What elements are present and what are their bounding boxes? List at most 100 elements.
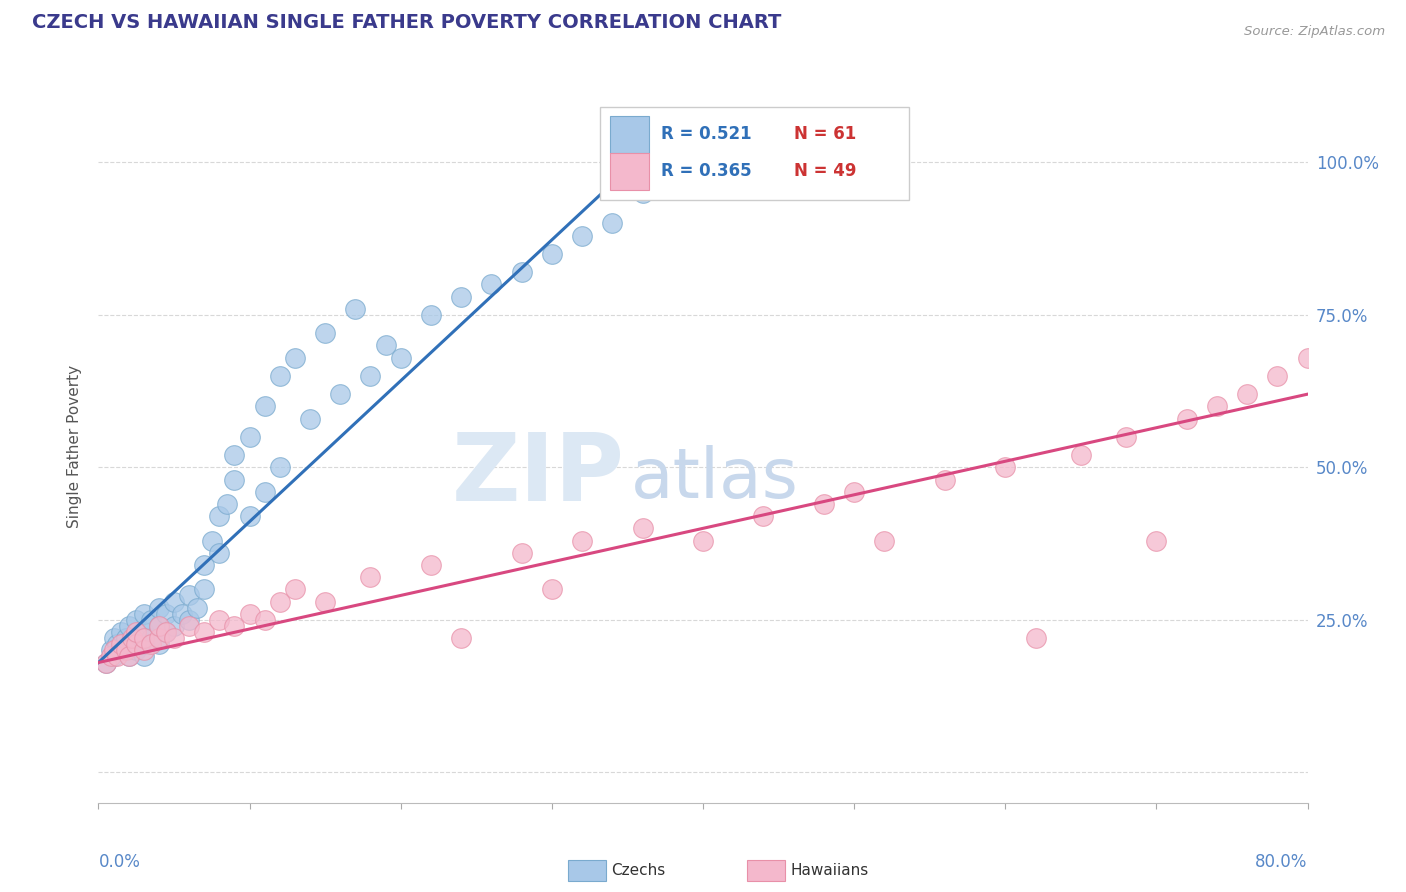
Text: 0.0%: 0.0% bbox=[98, 853, 141, 871]
Point bbox=[239, 607, 262, 621]
Point bbox=[148, 600, 170, 615]
Point bbox=[602, 216, 624, 230]
Point bbox=[132, 625, 155, 640]
Point bbox=[299, 411, 322, 425]
Point bbox=[284, 351, 307, 365]
Point bbox=[179, 619, 201, 633]
Point bbox=[125, 637, 148, 651]
FancyBboxPatch shape bbox=[610, 153, 648, 190]
Point bbox=[132, 607, 155, 621]
Point bbox=[114, 643, 136, 657]
Point bbox=[239, 509, 262, 524]
Point bbox=[224, 473, 246, 487]
Point bbox=[118, 637, 141, 651]
Point bbox=[571, 533, 593, 548]
Point bbox=[284, 582, 307, 597]
Text: Source: ZipAtlas.com: Source: ZipAtlas.com bbox=[1244, 25, 1385, 38]
Point bbox=[374, 338, 396, 352]
Point bbox=[420, 558, 443, 572]
Point bbox=[132, 649, 155, 664]
Point bbox=[201, 533, 224, 548]
Point bbox=[141, 637, 163, 651]
Point bbox=[1024, 631, 1046, 645]
Point bbox=[193, 558, 215, 572]
Point bbox=[215, 497, 238, 511]
Point bbox=[692, 533, 714, 548]
Point bbox=[450, 631, 472, 645]
Y-axis label: Single Father Poverty: Single Father Poverty bbox=[67, 365, 83, 527]
Point bbox=[510, 546, 533, 560]
Point bbox=[389, 351, 412, 365]
Point bbox=[934, 473, 956, 487]
Point bbox=[540, 582, 562, 597]
Point bbox=[420, 308, 443, 322]
Text: ZIP: ZIP bbox=[451, 428, 624, 521]
Text: N = 61: N = 61 bbox=[793, 125, 856, 143]
Point bbox=[179, 589, 201, 603]
FancyBboxPatch shape bbox=[610, 116, 648, 153]
Point bbox=[105, 649, 128, 664]
Point bbox=[631, 186, 654, 200]
FancyBboxPatch shape bbox=[600, 107, 908, 200]
Point bbox=[103, 649, 125, 664]
Point bbox=[253, 613, 276, 627]
Point bbox=[132, 637, 155, 651]
Point bbox=[125, 625, 148, 640]
Point bbox=[224, 448, 246, 462]
Point bbox=[510, 265, 533, 279]
Text: R = 0.365: R = 0.365 bbox=[661, 162, 751, 180]
Point bbox=[631, 521, 654, 535]
Point bbox=[148, 631, 170, 645]
Point bbox=[125, 613, 148, 627]
Point bbox=[118, 649, 141, 664]
Point bbox=[481, 277, 503, 292]
Point bbox=[141, 631, 163, 645]
Point bbox=[269, 460, 291, 475]
Text: atlas: atlas bbox=[630, 444, 799, 512]
Point bbox=[118, 619, 141, 633]
Point bbox=[752, 509, 775, 524]
Point bbox=[94, 656, 117, 670]
Point bbox=[1236, 387, 1258, 401]
Point bbox=[1206, 400, 1229, 414]
Point bbox=[193, 582, 215, 597]
Point bbox=[132, 631, 155, 645]
Point bbox=[314, 594, 336, 608]
Point bbox=[1175, 411, 1198, 425]
Point bbox=[360, 368, 382, 383]
Point bbox=[110, 643, 132, 657]
Point bbox=[314, 326, 336, 341]
Point bbox=[110, 637, 132, 651]
Point bbox=[1296, 351, 1319, 365]
Point bbox=[132, 643, 155, 657]
Point bbox=[170, 607, 193, 621]
Text: 80.0%: 80.0% bbox=[1256, 853, 1308, 871]
Point bbox=[114, 631, 136, 645]
Point bbox=[110, 625, 132, 640]
Point bbox=[103, 631, 125, 645]
Point bbox=[186, 600, 208, 615]
Point bbox=[269, 594, 291, 608]
Point bbox=[163, 594, 186, 608]
Point bbox=[844, 484, 866, 499]
Text: Hawaiians: Hawaiians bbox=[790, 863, 869, 878]
Point bbox=[813, 497, 835, 511]
Point bbox=[540, 247, 562, 261]
Text: N = 49: N = 49 bbox=[793, 162, 856, 180]
Point bbox=[360, 570, 382, 584]
Point bbox=[155, 625, 177, 640]
Point bbox=[208, 613, 231, 627]
Point bbox=[208, 546, 231, 560]
Point bbox=[1267, 368, 1289, 383]
Point bbox=[179, 613, 201, 627]
Point bbox=[329, 387, 352, 401]
Point bbox=[1144, 533, 1167, 548]
Point bbox=[125, 631, 148, 645]
Point bbox=[100, 643, 122, 657]
Point bbox=[155, 625, 177, 640]
Point bbox=[208, 509, 231, 524]
Text: CZECH VS HAWAIIAN SINGLE FATHER POVERTY CORRELATION CHART: CZECH VS HAWAIIAN SINGLE FATHER POVERTY … bbox=[32, 13, 782, 32]
Text: R = 0.521: R = 0.521 bbox=[661, 125, 751, 143]
Point bbox=[344, 301, 367, 316]
Point bbox=[103, 643, 125, 657]
